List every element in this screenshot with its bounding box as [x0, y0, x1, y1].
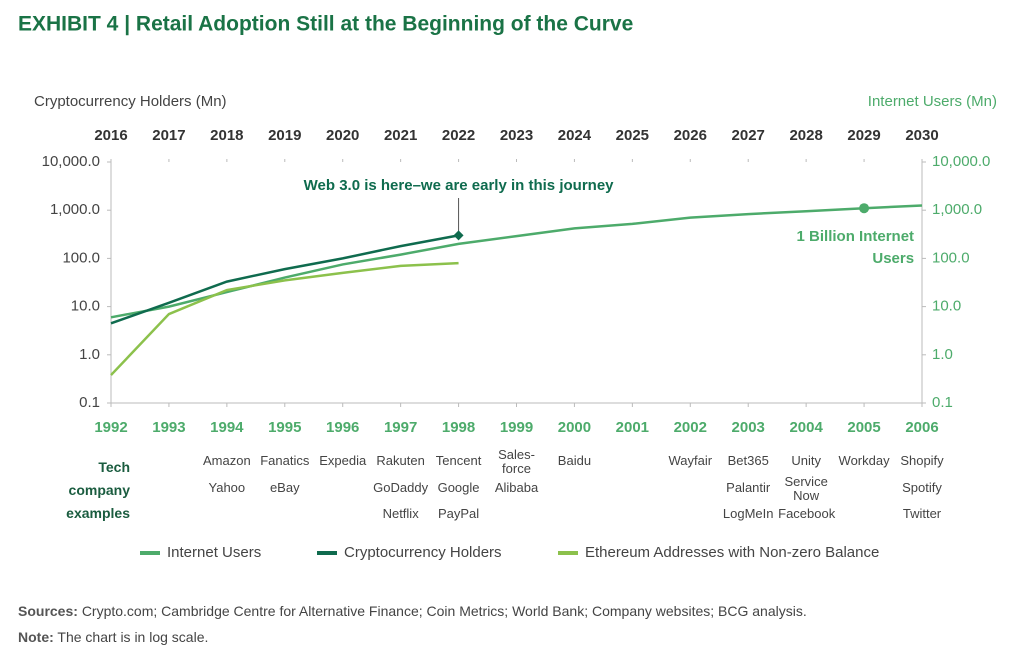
company-name: LogMeIn — [722, 506, 774, 521]
y2-tick-label: 100.0 — [932, 249, 970, 266]
company-name: Service Now — [784, 474, 828, 503]
y2-tick-label: 1.0 — [932, 346, 953, 363]
company-name: Google — [437, 480, 480, 495]
x2-tick-label: 2016 — [94, 127, 127, 144]
x-tick-label: 1992 — [94, 419, 127, 436]
x2-tick-label: 2020 — [326, 127, 359, 144]
y2-tick-label: 10,000.0 — [932, 153, 990, 170]
x2-tick-label: 2026 — [674, 127, 707, 144]
x-tick-label: 1999 — [500, 419, 533, 436]
note: Note: The chart is in log scale. — [18, 629, 208, 645]
y2-axis-title: Internet Users (Mn) — [868, 93, 997, 110]
x2-tick-label: 2030 — [905, 127, 938, 144]
x-tick-label: 1995 — [268, 419, 301, 436]
point-marker — [859, 203, 870, 214]
x-tick-label: 1998 — [442, 419, 475, 436]
x2-tick-label: 2017 — [152, 127, 185, 144]
y-tick-label: 100.0 — [62, 249, 100, 266]
x-tick-label: 1993 — [152, 419, 185, 436]
y2-tick-label: 1,000.0 — [932, 201, 982, 218]
company-name: Yahoo — [208, 480, 246, 495]
point-marker — [453, 230, 464, 241]
company-name: Sales-force — [498, 447, 535, 476]
x-tick-label: 2003 — [732, 419, 765, 436]
y2-tick-label: 0.1 — [932, 394, 953, 411]
x2-tick-label: 2018 — [210, 127, 243, 144]
company-name: Unity — [791, 453, 821, 468]
y-axis-title: Cryptocurrency Holders (Mn) — [34, 93, 227, 110]
legend-label: Cryptocurrency Holders — [344, 544, 502, 561]
company-name: GoDaddy — [373, 480, 429, 495]
x2-tick-label: 2022 — [442, 127, 475, 144]
x2-tick-label: 2027 — [732, 127, 765, 144]
company-name: Expedia — [319, 453, 367, 468]
company-name: Amazon — [202, 453, 251, 468]
sources: Sources: Crypto.com; Cambridge Centre fo… — [18, 603, 807, 619]
company-name: Bet365 — [727, 453, 769, 468]
y-tick-label: 10,000.0 — [42, 153, 100, 170]
x2-tick-label: 2029 — [847, 127, 880, 144]
y-tick-label: 10.0 — [71, 298, 100, 315]
x2-tick-label: 2024 — [558, 127, 592, 144]
x2-tick-label: 2025 — [616, 127, 649, 144]
company-name: eBay — [269, 480, 300, 495]
x-tick-label: 1997 — [384, 419, 417, 436]
x-tick-label: 2002 — [674, 419, 707, 436]
company-name: Baidu — [557, 453, 592, 468]
y-tick-label: 1,000.0 — [50, 201, 100, 218]
company-name: Shopify — [900, 453, 944, 468]
x2-tick-label: 2028 — [789, 127, 822, 144]
x2-tick-label: 2019 — [268, 127, 301, 144]
company-name: Workday — [838, 453, 890, 468]
company-name: PayPal — [437, 506, 480, 521]
annotation: 1 Billion Internet Users — [796, 228, 915, 267]
sources-label: Sources: — [18, 603, 78, 619]
company-name: Facebook — [778, 506, 836, 521]
company-name: Palantir — [726, 480, 771, 495]
note-label: Note: — [18, 629, 54, 645]
legend-label: Ethereum Addresses with Non-zero Balance — [585, 544, 879, 561]
y-tick-label: 0.1 — [79, 394, 100, 411]
x-tick-label: 2001 — [616, 419, 649, 436]
company-name: Twitter — [902, 506, 942, 521]
y-tick-label: 1.0 — [79, 346, 100, 363]
x-tick-label: 1994 — [210, 419, 244, 436]
company-name: Spotify — [902, 480, 942, 495]
company-name: Fanatics — [260, 453, 310, 468]
tech-examples-label: Tech company examples — [66, 459, 130, 521]
company-name: Wayfair — [668, 453, 713, 468]
annotation: Web 3.0 is here–we are early in this jou… — [304, 177, 615, 194]
company-name: Rakuten — [376, 453, 425, 468]
y2-tick-label: 10.0 — [932, 298, 961, 315]
x-tick-label: 1996 — [326, 419, 359, 436]
x2-tick-label: 2021 — [384, 127, 417, 144]
company-name: Tencent — [435, 453, 482, 468]
company-name: Netflix — [382, 506, 419, 521]
x-tick-label: 2006 — [905, 419, 938, 436]
chart-title: EXHIBIT 4 | Retail Adoption Still at the… — [18, 13, 633, 36]
x-tick-label: 2004 — [789, 419, 823, 436]
sources-text: Crypto.com; Cambridge Centre for Alterna… — [81, 603, 807, 619]
company-name: Alibaba — [494, 480, 539, 495]
x2-tick-label: 2023 — [500, 127, 533, 144]
x-tick-label: 2005 — [847, 419, 880, 436]
x-tick-label: 2000 — [558, 419, 591, 436]
series-line — [110, 234, 459, 325]
legend-label: Internet Users — [167, 544, 261, 561]
series-line — [110, 261, 459, 376]
note-text: The chart is in log scale. — [57, 629, 209, 645]
